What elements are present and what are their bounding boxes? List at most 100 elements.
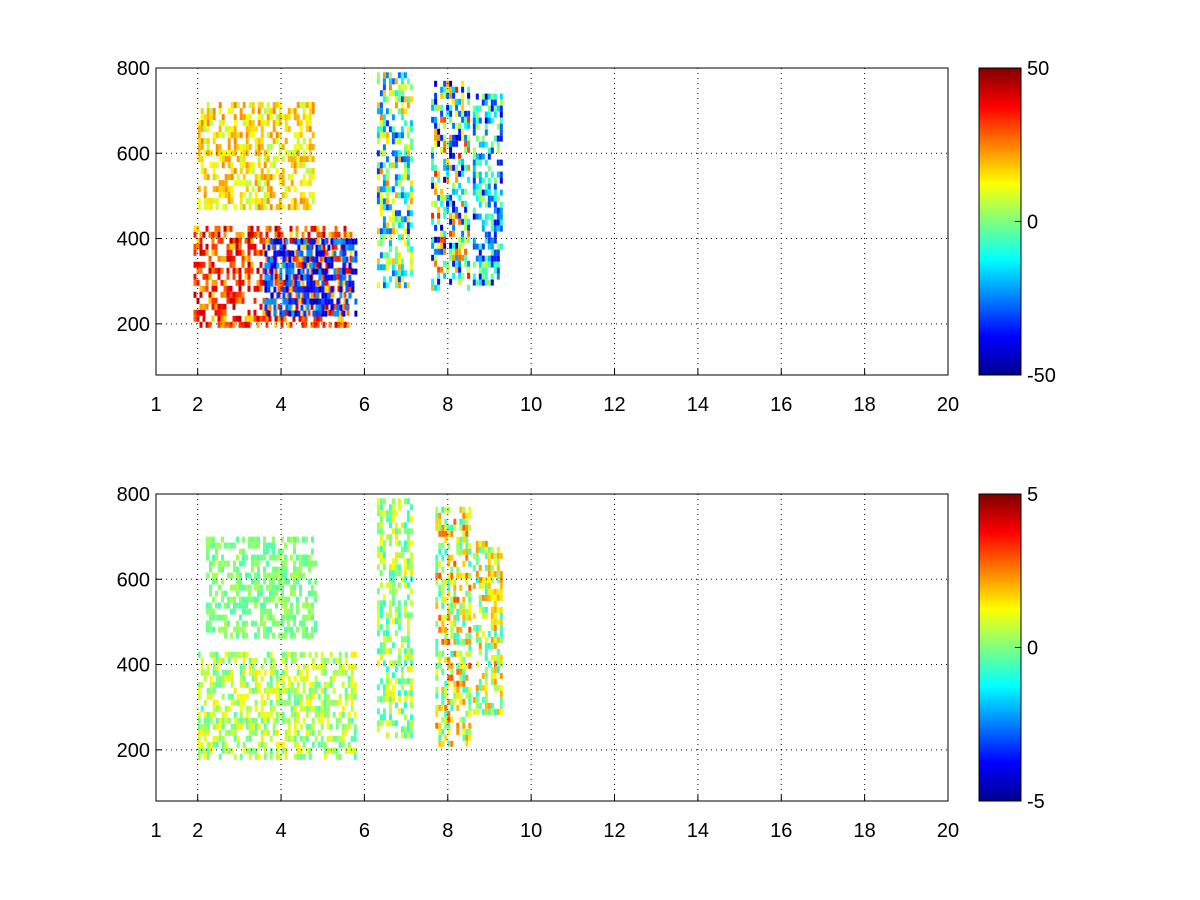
heatmap-cell — [394, 162, 398, 169]
heatmap-cell — [343, 225, 347, 232]
heatmap-cell — [215, 198, 219, 205]
heatmap-cell — [400, 666, 404, 673]
heatmap-cell — [453, 650, 457, 657]
heatmap-cell — [263, 632, 266, 639]
heatmap-cell — [397, 90, 401, 97]
heatmap-cell — [481, 93, 485, 100]
heatmap-cell — [465, 662, 469, 669]
heatmap-cell — [281, 747, 285, 754]
heatmap-cell — [437, 218, 441, 225]
heatmap-cell — [385, 72, 389, 79]
heatmap-cell — [281, 717, 285, 724]
heatmap-cell — [275, 729, 279, 736]
heatmap-cell — [245, 120, 249, 127]
heatmap-cell — [212, 596, 215, 603]
heatmap-cell — [351, 286, 355, 293]
heatmap-cell — [284, 120, 288, 127]
heatmap-cell — [308, 192, 312, 199]
heatmap-cell — [224, 729, 228, 736]
heatmap-cell — [209, 204, 213, 211]
heatmap-cell — [437, 194, 441, 201]
heatmap-cell — [296, 120, 300, 127]
heatmap-cell — [242, 536, 245, 543]
heatmap-cell — [235, 249, 239, 256]
heatmap-cell — [409, 126, 413, 133]
heatmap-cell — [443, 86, 447, 93]
heatmap-cell — [248, 608, 251, 615]
heatmap-cell — [499, 606, 503, 613]
heatmap-cell — [496, 213, 500, 220]
heatmap-cell — [394, 552, 398, 559]
heatmap-cell — [224, 560, 227, 567]
heatmap-cell — [462, 698, 466, 705]
heatmap-cell — [296, 536, 299, 543]
heatmap-cell — [200, 729, 204, 736]
heatmap-cell — [465, 650, 469, 657]
heatmap-cell — [254, 554, 257, 561]
colorbar-tick-label: 50 — [1027, 58, 1049, 80]
heatmap-cell — [496, 594, 500, 601]
heatmap-cell — [443, 272, 447, 279]
heatmap-cell — [487, 558, 491, 565]
heatmap-cell — [242, 114, 246, 121]
heatmap-cell — [300, 286, 304, 293]
heatmap-cell — [226, 321, 230, 328]
heatmap-cell — [484, 267, 488, 274]
heatmap-cell — [461, 128, 465, 135]
heatmap-cell — [337, 273, 341, 280]
heatmap-cell — [200, 138, 204, 145]
heatmap-cell — [321, 298, 325, 305]
heatmap-cell — [335, 699, 339, 706]
heatmap-cell — [447, 584, 451, 591]
heatmap-cell — [215, 675, 219, 682]
heatmap-cell — [233, 114, 237, 121]
heatmap-cell — [385, 120, 389, 127]
heatmap-cell — [484, 213, 488, 220]
heatmap-cell — [302, 651, 306, 658]
heatmap-cell — [282, 298, 286, 305]
heatmap-cell — [394, 702, 398, 709]
heatmap-cell — [406, 636, 410, 643]
heatmap-cell — [266, 102, 270, 109]
heatmap-cell — [344, 687, 348, 694]
heatmap-cell — [275, 711, 279, 718]
heatmap-cell — [214, 243, 218, 250]
heatmap-cell — [403, 570, 407, 577]
heatmap-cell — [441, 578, 445, 585]
heatmap-cell — [221, 536, 224, 543]
heatmap-cell — [256, 249, 260, 256]
heatmap-cell — [458, 248, 462, 255]
heatmap-cell — [409, 726, 413, 733]
heatmap-cell — [465, 554, 469, 561]
heatmap-cell — [441, 506, 445, 513]
heatmap-cell — [251, 687, 255, 694]
heatmap-cell — [468, 644, 472, 651]
heatmap-cell — [443, 230, 447, 237]
heatmap-cell — [239, 717, 243, 724]
heatmap-cell — [271, 243, 275, 250]
heatmap-cell — [431, 176, 435, 183]
heatmap-cell — [284, 572, 287, 579]
heatmap-cell — [326, 681, 330, 688]
heatmap-cell — [394, 102, 398, 109]
heatmap-cell — [394, 558, 398, 565]
heatmap-cell — [227, 162, 231, 169]
heatmap-cell — [465, 512, 469, 519]
heatmap-cell — [269, 614, 272, 621]
heatmap-cell — [409, 138, 413, 145]
heatmap-cell — [221, 560, 224, 567]
heatmap-cell — [319, 231, 323, 238]
heatmap-cell — [287, 204, 291, 211]
heatmap-cell — [220, 321, 224, 328]
heatmap-cell — [464, 140, 468, 147]
heatmap-cell — [235, 279, 239, 286]
heatmap-cell — [215, 717, 219, 724]
heatmap-cell — [227, 596, 230, 603]
heatmap-cell — [236, 156, 240, 163]
heatmap-cell — [391, 642, 395, 649]
heatmap-cell — [211, 303, 215, 310]
heatmap-cell — [218, 584, 221, 591]
heatmap-cell — [206, 554, 209, 561]
heatmap-cell — [493, 237, 497, 244]
